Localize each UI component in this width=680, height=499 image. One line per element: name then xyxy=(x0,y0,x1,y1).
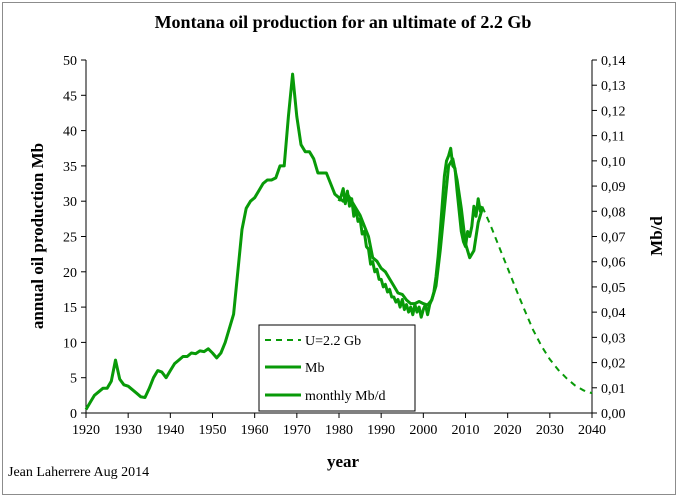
legend-label-forecast: U=2.2 Gb xyxy=(305,334,361,349)
legend-label-annual: Mb xyxy=(305,361,324,376)
y2-tick-label: 0,07 xyxy=(601,231,626,246)
y-tick-label: 40 xyxy=(63,125,77,140)
y-tick-label: 35 xyxy=(63,160,77,175)
x-tick-label: 1960 xyxy=(241,423,269,438)
y2-tick-label: 0,12 xyxy=(601,104,626,119)
y-tick-label: 10 xyxy=(63,336,77,351)
y-tick-label: 20 xyxy=(63,266,77,281)
series-layer xyxy=(84,72,593,411)
y2-tick-label: 0,03 xyxy=(601,331,626,346)
y2-tick-label: 0,06 xyxy=(601,256,626,271)
credit-text: Jean Laherrere Aug 2014 xyxy=(8,465,149,480)
y-tick-label: 25 xyxy=(63,231,77,246)
y2-axis-title: Mb/d xyxy=(647,216,666,256)
y-tick-label: 50 xyxy=(63,54,77,69)
y2-tick-label: 0,10 xyxy=(601,155,626,170)
x-tick-label: 1980 xyxy=(325,423,353,438)
chart-title: Montana oil production for an ultimate o… xyxy=(155,12,532,32)
legend: U=2.2 Gb Mb monthly Mb/d xyxy=(258,324,416,412)
x-tick-label: 1970 xyxy=(283,423,311,438)
y-tick-label: 0 xyxy=(70,407,77,422)
x-tick-label: 1920 xyxy=(72,423,100,438)
y-ticks: 0 5 10 15 20 25 30 35 40 45 50 xyxy=(63,54,86,422)
y-tick-label: 15 xyxy=(63,301,77,316)
y2-tick-label: 0,13 xyxy=(601,79,626,94)
x-tick-label: 2020 xyxy=(494,423,522,438)
x-tick-label: 2010 xyxy=(452,423,480,438)
x-tick-label: 2000 xyxy=(409,423,437,438)
y-tick-label: 5 xyxy=(70,372,77,387)
x-tick-label: 1990 xyxy=(367,423,395,438)
y2-tick-label: 0,08 xyxy=(601,205,626,220)
x-ticks: 1920 1930 1940 1950 1960 1970 1980 1990 2000 2010… xyxy=(72,413,606,438)
plot-area: 1920 1930 1940 1950 1960 1970 1980 1990 2000 2010… xyxy=(63,54,626,438)
x-tick-label: 1940 xyxy=(156,423,184,438)
y-tick-label: 45 xyxy=(63,89,77,104)
x-axis-title: year xyxy=(327,452,360,471)
y2-tick-label: 0,04 xyxy=(601,306,626,321)
y2-ticks: 0,00 0,01 0,02 0,03 0,04 0,05 0,06 0,07 0,08 0,09… xyxy=(592,54,626,422)
y2-tick-label: 0,09 xyxy=(601,180,626,195)
series-line-forecast xyxy=(481,206,593,395)
series-line-annual xyxy=(84,72,484,411)
y2-tick-label: 0,05 xyxy=(601,281,626,296)
x-tick-label: 1950 xyxy=(199,423,227,438)
y2-tick-label: 0,01 xyxy=(601,382,626,397)
y2-tick-label: 0,00 xyxy=(601,407,626,422)
x-tick-label: 1930 xyxy=(114,423,142,438)
legend-label-monthly: monthly Mb/d xyxy=(305,389,386,404)
y2-tick-label: 0,14 xyxy=(601,54,626,69)
y-tick-label: 30 xyxy=(63,195,77,210)
series-line-monthly xyxy=(337,146,484,319)
x-tick-label: 2030 xyxy=(536,423,564,438)
y2-tick-label: 0,02 xyxy=(601,357,626,372)
x-tick-label: 2040 xyxy=(578,423,606,438)
y-axis-title: annual oil production Mb xyxy=(28,143,47,329)
y2-tick-label: 0,11 xyxy=(601,130,625,145)
